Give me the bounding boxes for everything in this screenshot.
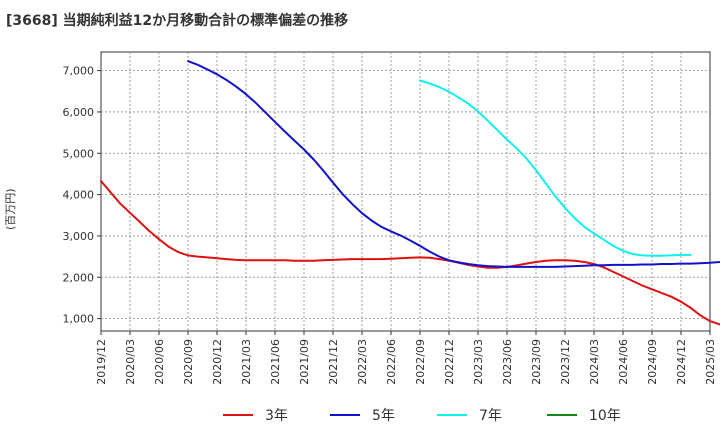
plot-area xyxy=(100,51,711,332)
x-tick-label: 2022/12 xyxy=(443,339,456,385)
x-tick-label: 2020/03 xyxy=(124,339,137,385)
x-tick-label: 2021/12 xyxy=(327,339,340,385)
x-tick-label: 2023/12 xyxy=(559,339,572,385)
y-tick-label: 3,000 xyxy=(63,230,95,243)
x-tick-label: 2019/12 xyxy=(95,339,108,385)
x-tick-label: 2021/03 xyxy=(240,339,253,385)
x-tick-label: 2020/12 xyxy=(211,339,224,385)
x-tick-label: 2024/09 xyxy=(646,339,659,385)
x-tick-label: 2021/09 xyxy=(298,339,311,385)
x-tick-label: 2024/03 xyxy=(588,339,601,385)
y-tick-label: 1,000 xyxy=(63,313,95,326)
x-tick-label: 2020/06 xyxy=(153,339,166,385)
x-tick-label: 2022/06 xyxy=(385,339,398,385)
x-tick-label: 2022/03 xyxy=(356,339,369,385)
y-tick-label: 7,000 xyxy=(63,65,95,78)
x-tick-label: 2025/03 xyxy=(704,339,717,385)
y-tick-label: 6,000 xyxy=(63,106,95,119)
x-tick-label: 2023/06 xyxy=(501,339,514,385)
series-line-7年 xyxy=(419,79,692,257)
legend-label: 7年 xyxy=(479,408,502,424)
x-tick-label: 2023/03 xyxy=(472,339,485,385)
series-line-5年 xyxy=(187,60,720,268)
x-tick-label: 2020/09 xyxy=(182,339,195,385)
y-tick-label: 4,000 xyxy=(63,189,95,202)
x-tick-label: 2023/09 xyxy=(530,339,543,385)
y-tick-label: 5,000 xyxy=(63,147,95,160)
x-tick-label: 2024/12 xyxy=(675,339,688,385)
legend-label: 10年 xyxy=(589,408,621,424)
legend-label: 5年 xyxy=(372,408,395,424)
x-tick-label: 2024/06 xyxy=(617,339,630,385)
x-tick-label: 2022/09 xyxy=(414,339,427,385)
legend-label: 3年 xyxy=(265,408,288,424)
chart-title: [3668] 当期純利益12か月移動合計の標準偏差の推移 xyxy=(6,13,349,29)
y-tick-label: 2,000 xyxy=(63,271,95,284)
x-tick-label: 2021/06 xyxy=(269,339,282,385)
